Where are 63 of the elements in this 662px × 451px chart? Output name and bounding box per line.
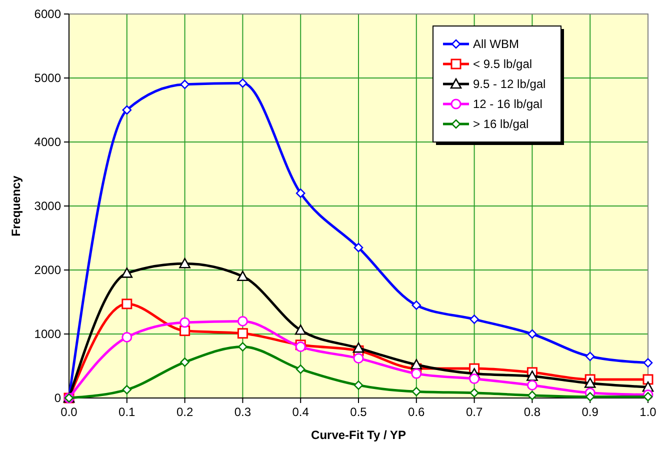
point <box>122 105 132 115</box>
point <box>122 298 132 310</box>
point <box>353 353 364 364</box>
point <box>180 80 190 90</box>
point <box>237 270 248 282</box>
point <box>180 326 190 336</box>
y-tick-label: 1000 <box>34 327 62 342</box>
point <box>237 316 248 326</box>
point <box>410 359 422 370</box>
legend-label: 12 - 16 lb/gal <box>473 97 542 112</box>
point <box>470 314 479 324</box>
x-tick-label: 0.7 <box>466 405 483 419</box>
point <box>296 364 306 374</box>
y-tick-label: 6000 <box>34 7 62 22</box>
point <box>526 380 538 390</box>
point <box>526 370 538 381</box>
y-tick-label: 0 <box>54 391 62 406</box>
y-tick-label: 3000 <box>34 199 62 214</box>
point <box>354 242 364 252</box>
point <box>122 385 132 394</box>
point <box>237 328 248 339</box>
y-axis-title: Frequency <box>9 175 23 236</box>
point <box>238 78 248 88</box>
point <box>354 380 364 390</box>
point <box>296 188 306 198</box>
point <box>180 358 190 367</box>
point <box>528 390 537 400</box>
point <box>470 388 479 398</box>
point <box>352 342 364 353</box>
x-tick-label: 0.2 <box>176 405 194 419</box>
point <box>643 358 653 368</box>
point <box>584 378 596 388</box>
x-tick-label: 0.5 <box>350 405 368 419</box>
y-tick-label: 5000 <box>34 71 62 86</box>
x-tick-label: 0.6 <box>408 405 426 419</box>
point <box>412 386 422 396</box>
point <box>585 352 595 362</box>
point <box>642 374 654 385</box>
x-tick-label: 0.3 <box>234 405 252 419</box>
legend-label: 9.5 - 12 lb/gal <box>473 77 546 92</box>
x-axis-title: Curve-Fit Ty / YP <box>311 428 406 442</box>
point <box>528 329 537 339</box>
point <box>180 317 190 328</box>
point <box>412 300 422 310</box>
legend-label: All WBM <box>473 37 519 52</box>
legend-label: > 16 lb/gal <box>473 117 529 132</box>
point <box>121 268 133 278</box>
point <box>179 258 190 268</box>
point <box>411 368 422 379</box>
x-tick-label: 0.1 <box>118 405 136 419</box>
point <box>294 324 306 335</box>
point <box>469 374 480 384</box>
point <box>122 332 132 342</box>
point <box>238 342 248 352</box>
x-tick-label: 0.9 <box>582 405 599 419</box>
x-tick-label: 0.8 <box>524 405 541 419</box>
x-tick-label: 1.0 <box>640 405 657 419</box>
point <box>585 392 595 402</box>
y-tick-label: 2000 <box>34 263 62 278</box>
legend-label: < 9.5 lb/gal <box>473 57 532 72</box>
x-tick-label: 0.0 <box>60 405 78 419</box>
x-tick-label: 0.4 <box>292 405 310 419</box>
y-tick-label: 4000 <box>34 135 62 150</box>
